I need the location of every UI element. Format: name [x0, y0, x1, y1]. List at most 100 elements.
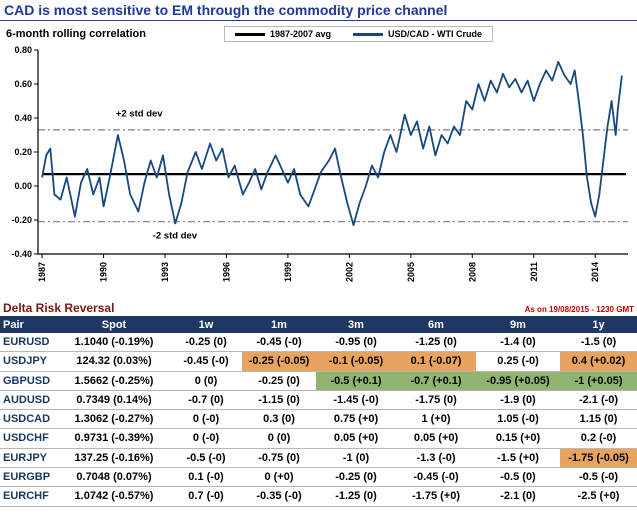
column-header-9m: 9m [476, 317, 560, 333]
risk-reversal-cell: -1.75 (+0) [396, 486, 476, 507]
risk-reversal-cell: -1.45 (-0) [316, 390, 396, 411]
risk-reversal-cell: -1.9 (0) [476, 390, 560, 411]
risk-reversal-cell: 0.1 (-0) [170, 467, 242, 488]
y-tick-label: -0.40 [11, 249, 32, 259]
spot-cell: 1.1040 (-0.19%) [58, 333, 170, 353]
y-tick-label: -0.20 [11, 215, 32, 225]
risk-reversal-cell: -1.15 (0) [242, 390, 316, 411]
risk-reversal-cell: 1.15 (0) [560, 409, 637, 430]
table-row: EURUSD 1.1040 (-0.19%) -0.25 (0) -0.45 (-0)… [0, 333, 637, 353]
risk-reversal-cell: 0.25 (-0) [476, 351, 560, 372]
x-tick-label: 2008 [467, 262, 477, 282]
risk-reversal-cell: 0.2 (-0) [560, 428, 637, 449]
table-header: Pair Spot 1w 1m 3m 6m 9m 1y [0, 317, 637, 333]
y-tick-label: 0.00 [14, 181, 32, 191]
x-tick-label: 2005 [406, 262, 416, 282]
risk-reversal-cell: -1.5 (0) [560, 333, 637, 353]
y-tick-label: 0.20 [14, 147, 32, 157]
risk-reversal-cell: 0.7 (-0) [170, 486, 242, 507]
table-row: EURGBP 0.7048 (0.07%) 0.1 (-0) 0 (+0) -0.25 … [0, 467, 637, 488]
legend-label-avg: 1987-2007 avg [269, 29, 332, 39]
table-title: Delta Risk Reversal [3, 301, 115, 315]
table-row: USDCAD 1.3062 (-0.27%) 0 (-0) 0.3 (0) 0.75 (… [0, 409, 637, 430]
y-tick-label: 0.40 [14, 113, 32, 123]
x-tick-label: 1996 [221, 262, 231, 282]
chart-section: CAD is most sensitive to EM through the … [0, 0, 637, 299]
risk-reversal-cell: -0.5 (-0) [560, 467, 637, 488]
risk-reversal-cell: -1.75 (-0.05) [560, 448, 637, 469]
pair-cell: GBPUSD [0, 371, 58, 391]
risk-reversal-cell: -0.25 (0) [316, 467, 396, 488]
risk-reversal-cell: -1.25 (0) [396, 333, 476, 353]
page-title: CAD is most sensitive to EM through the … [0, 0, 637, 21]
x-tick-label: 2002 [344, 262, 354, 282]
pair-cell: EURCHF [0, 486, 58, 507]
risk-reversal-cell: -1 (0) [316, 448, 396, 469]
risk-reversal-cell: -0.1 (-0.05) [316, 351, 396, 372]
x-tick-label: 2014 [590, 262, 600, 282]
pair-cell: AUDUSD [0, 390, 58, 411]
chart-legend: 1987-2007 avg USD/CAD - WTI Crude [223, 26, 494, 42]
risk-reversal-cell: -0.5 (+0.1) [316, 371, 396, 391]
usdcad-wti-line-swatch [353, 32, 384, 36]
risk-reversal-cell: 0.75 (+0) [316, 409, 396, 430]
x-tick-label: 1999 [283, 262, 293, 282]
table-row: EURJPY 137.25 (-0.16%) -0.5 (-0) -0.75 (0) -… [0, 448, 637, 469]
pair-cell: EURJPY [0, 448, 58, 469]
spot-cell: 0.7048 (0.07%) [58, 467, 170, 488]
risk-reversal-cell: 0 (0) [170, 371, 242, 391]
avg-line-swatch [234, 32, 265, 36]
spot-cell: 1.0742 (-0.57%) [58, 486, 170, 507]
table-header-row: Delta Risk Reversal As on 19/08/2015 - 1… [0, 301, 637, 317]
risk-reversal-cell: -0.45 (-0) [242, 333, 316, 353]
table-row: EURCHF 1.0742 (-0.57%) 0.7 (-0) -0.35 (-0) -… [0, 486, 637, 507]
correlation-chart: 0.80 0.60 0.40 0.20 0.00 -0.20 -0.40 1987 1990 19… [0, 44, 637, 299]
risk-reversal-cell: -0.5 (0) [476, 467, 560, 488]
risk-reversal-cell: 0 (+0) [242, 467, 316, 488]
column-header-6m: 6m [396, 317, 476, 333]
risk-reversal-cell: -0.25 (0) [170, 333, 242, 353]
risk-reversal-cell: -1.25 (0) [316, 486, 396, 507]
risk-reversal-cell: -0.45 (-0) [396, 467, 476, 488]
table-row: AUDUSD 0.7349 (0.14%) -0.7 (0) -1.15 (0) -1.… [0, 390, 637, 411]
risk-reversal-cell: 0.1 (-0.07) [396, 351, 476, 372]
legend-label-usdcad-wti: USD/CAD - WTI Crude [388, 29, 483, 39]
pair-cell: USDCHF [0, 428, 58, 449]
risk-reversal-cell: -1.4 (0) [476, 333, 560, 353]
risk-reversal-cell: -0.95 (0) [316, 333, 396, 353]
risk-reversal-cell: 0.4 (+0.02) [560, 351, 637, 372]
table-row: GBPUSD 1.5662 (-0.25%) 0 (0) -0.25 (0) -0.5 … [0, 371, 637, 391]
correlation-line [41, 60, 623, 227]
column-header-1y: 1y [560, 317, 637, 333]
annotation: -2 std dev [153, 231, 198, 242]
column-header-1w: 1w [170, 317, 242, 333]
table-row: USDJPY 124.32 (0.03%) -0.45 (-0) -0.25 (-0.… [0, 351, 637, 372]
x-tick-label: 1993 [160, 262, 170, 282]
risk-reversal-section: Delta Risk Reversal As on 19/08/2015 - 1… [0, 301, 637, 507]
risk-reversal-cell: 0 (-0) [170, 428, 242, 449]
risk-reversal-cell: -1.75 (0) [396, 390, 476, 411]
spot-cell: 124.32 (0.03%) [58, 351, 170, 372]
risk-reversal-cell: -0.95 (+0.05) [476, 371, 560, 391]
risk-reversal-cell: -0.7 (+0.1) [396, 371, 476, 391]
column-header-3m: 3m [316, 317, 396, 333]
risk-reversal-cell: 0.05 (+0) [316, 428, 396, 449]
risk-reversal-cell: -1 (+0.05) [560, 371, 637, 391]
risk-reversal-cell: 0 (-0) [170, 409, 242, 430]
risk-reversal-table: Pair Spot 1w 1m 3m 6m 9m 1y EURUSD 1.1040 (-0.19… [0, 317, 637, 507]
table-timestamp: As on 19/08/2015 - 1230 GMT [524, 305, 634, 314]
pair-cell: USDCAD [0, 409, 58, 430]
risk-reversal-cell: -0.5 (-0) [170, 448, 242, 469]
spot-cell: 0.7349 (0.14%) [58, 390, 170, 411]
table-row: USDCHF 0.9731 (-0.39%) 0 (-0) 0 (0) 0.05 (+0… [0, 428, 637, 449]
x-tick-label: 1987 [37, 262, 47, 282]
x-tick-label: 1990 [99, 262, 109, 282]
spot-cell: 0.9731 (-0.39%) [58, 428, 170, 449]
legend-item-usdcad-wti: USD/CAD - WTI Crude [353, 29, 482, 39]
risk-reversal-cell: -0.25 (0) [242, 371, 316, 391]
spot-cell: 1.3062 (-0.27%) [58, 409, 170, 430]
column-header-spot: Spot [58, 317, 170, 333]
risk-reversal-cell: -0.25 (-0.05) [242, 351, 316, 372]
risk-reversal-cell: 0 (0) [242, 428, 316, 449]
